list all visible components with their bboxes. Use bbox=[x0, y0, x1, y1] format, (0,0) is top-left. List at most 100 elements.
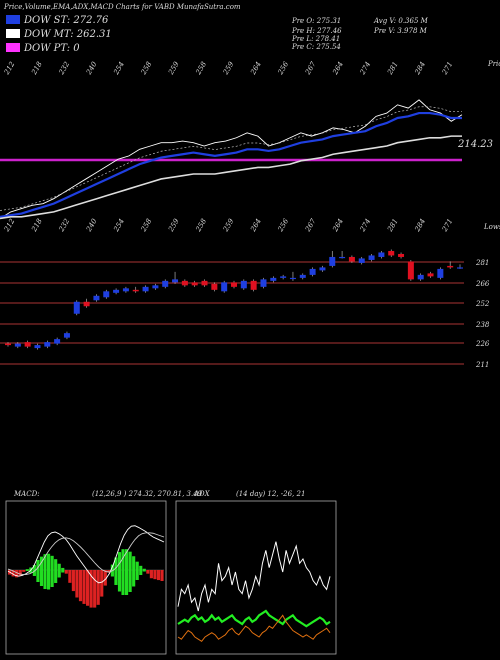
macd-params: (12,26,9 ) 274.32, 270.81, 3.49 bbox=[92, 490, 203, 498]
candle-top-tick-0: 212 bbox=[2, 217, 16, 234]
candle-body-5 bbox=[54, 339, 61, 344]
macd-hist-bar-27 bbox=[103, 570, 107, 586]
candle-top-tick-14: 281 bbox=[386, 217, 400, 233]
candle-body-45 bbox=[447, 265, 454, 268]
pre-open: Pre O: 275.31 bbox=[291, 17, 341, 25]
ema-line-dow-mt bbox=[0, 135, 462, 220]
macd-hist-bar-15 bbox=[61, 567, 65, 573]
candle-top-tick-5: 258 bbox=[139, 217, 153, 234]
legend-swatch-dow-st bbox=[6, 15, 20, 24]
avg-volume: Avg V: 0.365 M bbox=[373, 17, 429, 25]
candle-body-0 bbox=[5, 343, 11, 346]
candle-ytick-4: 226 bbox=[475, 340, 490, 348]
candle-body-8 bbox=[83, 301, 90, 307]
candle-body-29 bbox=[289, 277, 296, 280]
ema-top-tick-4: 254 bbox=[112, 60, 126, 76]
candle-body-2 bbox=[24, 342, 31, 347]
legend-label-dow-st: DOW ST: 272.76 bbox=[23, 15, 109, 26]
macd-hist-bar-8 bbox=[36, 560, 40, 582]
candle-top-tick-2: 232 bbox=[57, 217, 71, 234]
macd-hist-bar-33 bbox=[125, 549, 129, 595]
macd-line-macd bbox=[7, 525, 165, 584]
ema-top-tick-16: 271 bbox=[440, 60, 454, 76]
adx-plot bbox=[177, 541, 331, 643]
ema-top-tick-1: 218 bbox=[30, 60, 44, 77]
candle-body-36 bbox=[358, 258, 365, 263]
candle-corner-label: Lows bbox=[483, 223, 500, 231]
ema-top-tick-13: 274 bbox=[358, 60, 372, 76]
candle-body-21 bbox=[211, 283, 218, 290]
adx-line-minus-di bbox=[177, 614, 331, 643]
candle-body-11 bbox=[113, 289, 120, 293]
candle-body-26 bbox=[260, 279, 267, 287]
macd-panel: MACD: (12,26,9 ) 274.32, 270.81, 3.49 bbox=[5, 490, 203, 655]
ema-line-dow-st-dotted bbox=[0, 106, 462, 211]
macd-hist-bar-18 bbox=[71, 570, 75, 592]
macd-hist-bar-14 bbox=[57, 563, 61, 578]
macd-hist-bar-11 bbox=[47, 553, 51, 590]
macd-hist-bar-30 bbox=[114, 557, 118, 585]
macd-plot bbox=[7, 525, 165, 608]
legend-label-dow-mt: DOW MT: 262.31 bbox=[23, 29, 112, 40]
candle-body-44 bbox=[437, 268, 444, 278]
candle-body-20 bbox=[201, 280, 208, 286]
macd-frame bbox=[5, 500, 167, 655]
legend: DOW ST: 272.76 DOW MT: 262.31 DOW PT: 0 bbox=[6, 15, 112, 54]
candle-top-tick-9: 264 bbox=[249, 217, 263, 233]
legend-label-dow-pt: DOW PT: 0 bbox=[23, 43, 80, 54]
pre-close: Pre C: 275.54 bbox=[291, 43, 341, 51]
candle-body-15 bbox=[152, 285, 159, 289]
candle-ytick-1: 266 bbox=[475, 280, 490, 288]
macd-hist-bar-35 bbox=[132, 556, 136, 587]
candle-body-22 bbox=[221, 282, 228, 292]
candle-top-tick-13: 274 bbox=[358, 217, 372, 233]
candle-top-tick-4: 254 bbox=[112, 217, 126, 233]
ema-top-tick-0: 212 bbox=[2, 60, 16, 77]
macd-hist-bar-42 bbox=[156, 570, 161, 581]
candles bbox=[5, 249, 463, 350]
candle-body-16 bbox=[162, 280, 169, 287]
macd-hist-bar-2 bbox=[15, 570, 19, 578]
macd-hist-bar-37 bbox=[139, 565, 143, 575]
candle-top-tick-8: 259 bbox=[221, 217, 235, 234]
candle-top-tick-10: 256 bbox=[276, 217, 290, 234]
candle-body-43 bbox=[427, 273, 434, 277]
candle-ytick-0: 281 bbox=[475, 259, 489, 267]
ema-top-tick-8: 259 bbox=[221, 60, 235, 77]
macd-hist-bar-4 bbox=[22, 570, 26, 572]
candle-body-32 bbox=[319, 267, 326, 271]
candle-body-34 bbox=[339, 256, 346, 259]
candle-top-tick-16: 271 bbox=[440, 217, 454, 233]
candle-body-27 bbox=[270, 277, 277, 281]
candle-body-37 bbox=[368, 255, 375, 260]
macd-hist-bar-20 bbox=[78, 570, 83, 602]
candle-body-17 bbox=[172, 279, 179, 283]
macd-hist-bar-36 bbox=[135, 561, 139, 580]
candle-ytick-2: 252 bbox=[475, 300, 490, 308]
candle-body-30 bbox=[299, 274, 306, 278]
candle-body-9 bbox=[93, 295, 100, 301]
pre-high: Pre H: 277.46 bbox=[291, 27, 342, 35]
candle-body-19 bbox=[191, 282, 198, 286]
legend-dow-mt: DOW MT: 262.31 bbox=[6, 29, 112, 40]
candle-body-12 bbox=[122, 288, 129, 292]
macd-hist-bar-24 bbox=[93, 570, 97, 608]
macd-hist-bar-43 bbox=[160, 570, 164, 581]
candle-top-tick-6: 259 bbox=[167, 217, 181, 234]
ema-top-tick-3: 240 bbox=[84, 60, 98, 77]
candle-body-25 bbox=[250, 280, 257, 290]
ema-line-dow-st bbox=[0, 111, 462, 218]
candle-body-41 bbox=[407, 261, 414, 280]
candle-body-14 bbox=[142, 286, 149, 292]
macd-hist-bar-26 bbox=[100, 570, 104, 597]
candle-body-6 bbox=[63, 333, 70, 338]
candle-body-40 bbox=[398, 253, 405, 257]
macd-hist-bar-31 bbox=[117, 552, 122, 592]
adx-panel: ADX (14 day) 12, -26, 21 bbox=[175, 490, 337, 655]
macd-hist-bar-32 bbox=[121, 549, 125, 595]
ema-top-tick-2: 232 bbox=[57, 60, 71, 77]
macd-line-signal bbox=[7, 532, 165, 575]
macd-hist-bar-22 bbox=[86, 570, 90, 606]
ema-top-tick-5: 258 bbox=[139, 60, 153, 77]
candle-grid: 281 266 252 238 226 211 bbox=[0, 259, 490, 369]
